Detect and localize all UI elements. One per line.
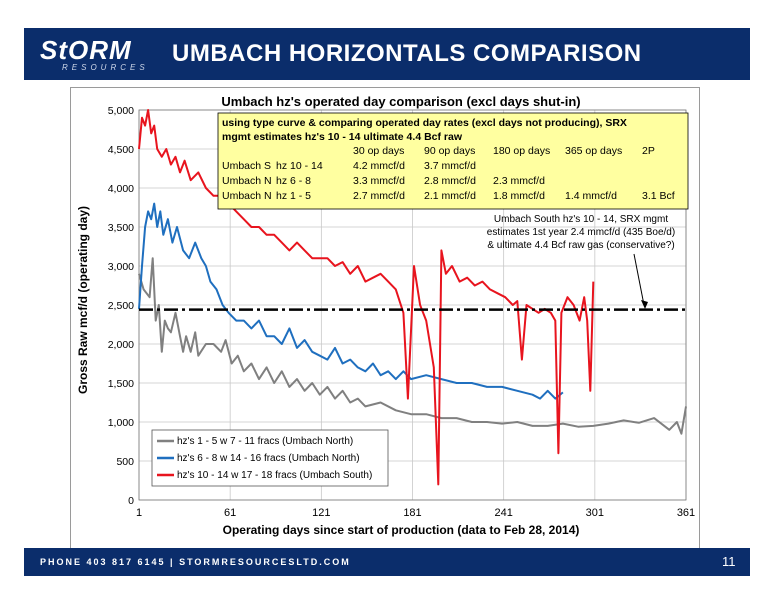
box-header-line-2: mgmt estimates hz's 10 - 14 ultimate 4.4… — [222, 131, 463, 143]
table-cell: 1.4 mmcf/d — [565, 190, 617, 202]
estimate-table: 30 op days 90 op days 180 op days 365 op da… — [222, 145, 675, 202]
estimate-table-box: using type curve & comparing operated da… — [217, 112, 689, 210]
table-cell: hz 6 - 8 — [276, 175, 311, 187]
table-cell: 2.7 mmcf/d — [353, 190, 405, 202]
table-cell: hz 10 - 14 — [276, 160, 323, 172]
series-lines — [138, 109, 687, 486]
x-tick-label: 241 — [494, 507, 512, 519]
production-chart: Umbach hz's operated day comparison (exc… — [76, 94, 695, 537]
logo-text: StORM — [40, 35, 132, 65]
table-cell: 2.1 mmcf/d — [424, 190, 476, 202]
chart-title: Umbach hz's operated day comparison (exc… — [221, 94, 580, 109]
x-tick-label: 181 — [403, 507, 421, 519]
y-tick-label: 0 — [128, 495, 134, 507]
legend: hz's 1 - 5 w 7 - 11 fracs (Umbach North)… — [151, 429, 389, 487]
legend-label-north-1-5: hz's 1 - 5 w 7 - 11 fracs (Umbach North) — [177, 436, 353, 447]
page-number: 11 — [722, 554, 736, 569]
footer-bar — [24, 548, 750, 576]
y-tick-label: 4,000 — [108, 183, 134, 195]
table-cell: hz 1 - 5 — [276, 190, 311, 202]
table-column-header: 365 op days — [565, 145, 622, 157]
table-column-header: 30 op days — [353, 145, 404, 157]
series-line-south-10-14 — [138, 109, 595, 486]
table-cell: 2.8 mmcf/d — [424, 175, 476, 187]
y-tick-label: 1,000 — [108, 417, 134, 429]
series-line-north-6-8 — [138, 202, 564, 400]
south-note: Umbach South hz's 10 - 14, SRX mgmt esti… — [487, 214, 675, 251]
note-arrow-shaft — [633, 253, 645, 306]
box-header-line-1: using type curve & comparing operated da… — [222, 117, 627, 129]
legend-box — [151, 429, 389, 487]
y-axis-label: Gross Raw mcf/d (operating day) — [76, 206, 90, 394]
table-cell: Umbach S — [222, 160, 271, 172]
x-axis-label: Operating days since start of production… — [223, 523, 580, 537]
table-cell: 3.3 mmcf/d — [353, 175, 405, 187]
storm-logo: StORM RESOURCES — [40, 33, 180, 77]
y-tick-label: 2,500 — [108, 300, 134, 312]
header-bar — [24, 28, 750, 80]
chart-frame: Umbach hz's operated day comparison (exc… — [70, 87, 700, 549]
note-line-3: & ultimate 4.4 Bcf raw gas (conservative… — [487, 240, 674, 251]
y-tick-label: 3,500 — [108, 222, 134, 234]
y-tick-label: 4,500 — [108, 144, 134, 156]
note-line-2: estimates 1st year 2.4 mmcf/d (435 Boe/d… — [487, 227, 675, 238]
x-tick-label: 361 — [677, 507, 695, 519]
table-cell: 2.3 mmcf/d — [493, 175, 545, 187]
table-cell: 1.8 mmcf/d — [493, 190, 545, 202]
legend-label-north-6-8: hz's 6 - 8 w 14 - 16 fracs (Umbach North… — [177, 453, 360, 464]
y-tick-label: 5,000 — [108, 105, 134, 117]
legend-label-south-10-14: hz's 10 - 14 w 17 - 18 fracs (Umbach Sou… — [177, 470, 372, 481]
x-tick-label: 121 — [312, 507, 330, 519]
note-arrow-head — [641, 300, 648, 309]
x-tick-label: 61 — [224, 507, 236, 519]
estimate-box-bg — [217, 112, 689, 210]
slide-title: UMBACH HORIZONTALS COMPARISON — [172, 40, 642, 67]
table-column-header: 180 op days — [493, 145, 550, 157]
y-tick-label: 500 — [116, 456, 134, 468]
y-tick-label: 2,000 — [108, 339, 134, 351]
note-arrow — [633, 253, 648, 309]
table-cell: 3.7 mmcf/d — [424, 160, 476, 172]
axes: 0 500 1,000 1,500 2,000 2,500 3,000 3,500 4,000 4… — [108, 105, 695, 519]
logo-subtext: RESOURCES — [62, 63, 149, 72]
y-tick-label: 1,500 — [108, 378, 134, 390]
note-line-1: Umbach South hz's 10 - 14, SRX mgmt — [494, 214, 668, 225]
table-column-header: 2P — [642, 145, 655, 157]
x-tick-label: 1 — [136, 507, 142, 519]
table-cell: Umbach N — [222, 190, 272, 202]
x-tick-label: 301 — [586, 507, 604, 519]
y-tick-label: 3,000 — [108, 261, 134, 273]
footer-contact: PHONE 403 817 6145 | STORMRESOURCESLTD.C… — [40, 557, 351, 567]
table-cell: 4.2 mmcf/d — [353, 160, 405, 172]
table-cell: 3.1 Bcf — [642, 190, 675, 202]
table-cell: Umbach N — [222, 175, 272, 187]
table-column-header: 90 op days — [424, 145, 475, 157]
